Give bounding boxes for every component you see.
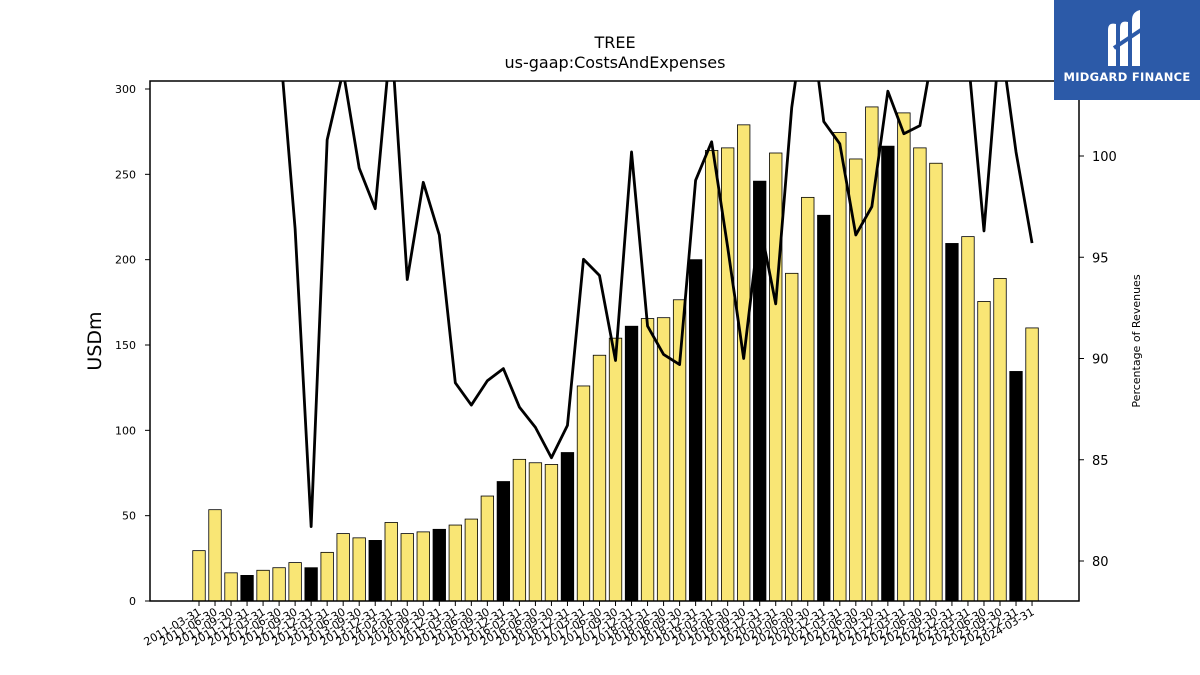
bar [897,112,911,602]
bar [672,299,687,602]
plot-frame [149,80,1080,602]
y2-tick-label: 100 [1092,150,1117,165]
bar [576,385,591,602]
bar [977,301,991,602]
y-tick-label: 300 [115,83,136,96]
brand-logo-text: MIDGARD FINANCE [1063,70,1191,84]
bar [656,317,671,602]
bar [368,540,382,602]
bar [817,214,831,602]
bar [256,569,270,602]
y-tick-label: 150 [115,339,136,352]
line-series [281,81,1034,528]
bar [592,354,607,602]
bar [240,575,254,602]
bar [1009,371,1023,602]
bar [320,551,334,602]
bar [688,259,703,602]
bar [945,243,959,602]
y2-tick-label: 95 [1092,251,1109,266]
y-axis-left: 0 50 100 150 200 250 300 [115,83,150,608]
y2-tick-label: 85 [1092,454,1109,469]
y-tick-label: 0 [129,595,136,608]
chart-title: TREE [593,33,635,52]
bar [833,132,847,602]
bar [432,528,446,602]
brand-logo: MIDGARD FINANCE [1054,0,1200,100]
bar [993,278,1007,602]
bar [304,567,318,602]
bar [288,562,302,602]
bar [448,524,462,602]
bar [624,325,639,602]
x-axis: 2011-03-312011-06-302011-09-302011-12-31… [142,601,1037,649]
y-tick-label: 200 [115,254,136,267]
bar [272,567,286,602]
bar [544,464,559,602]
bar [929,162,943,602]
bar [704,150,719,602]
bar [464,518,478,602]
bar [480,495,495,602]
bar [400,533,414,602]
bar [384,522,398,602]
y2-tick-label: 90 [1092,353,1109,368]
bar [512,458,527,602]
series-line [281,81,1034,528]
bar [336,533,350,602]
bar [640,318,655,602]
y-tick-label: 100 [115,424,136,437]
bar [913,147,927,602]
chart-subtitle: us-gaap:CostsAndExpenses [505,53,726,72]
y-axis-label: USDm [84,311,106,370]
midgard-logo-icon [1108,10,1146,67]
bar [192,550,206,602]
bar [528,462,543,602]
y2-axis-label: Percentage of Revenues [1130,274,1143,407]
y-tick-label: 50 [122,510,136,523]
bar [560,452,575,602]
y2-tick-label: 80 [1092,555,1109,570]
bar [801,196,815,602]
bar [208,509,222,602]
bar [881,145,895,602]
bar [769,152,783,602]
bar [416,531,430,602]
bar [737,124,751,602]
bar [608,337,623,602]
y-tick-label: 250 [115,168,136,181]
y-axis-right: 80 85 90 95 100 [1079,150,1117,570]
bar [785,272,799,602]
bar [1025,327,1039,602]
bar [496,481,511,602]
bar [961,236,975,602]
bar [352,537,366,602]
bar [224,572,238,602]
